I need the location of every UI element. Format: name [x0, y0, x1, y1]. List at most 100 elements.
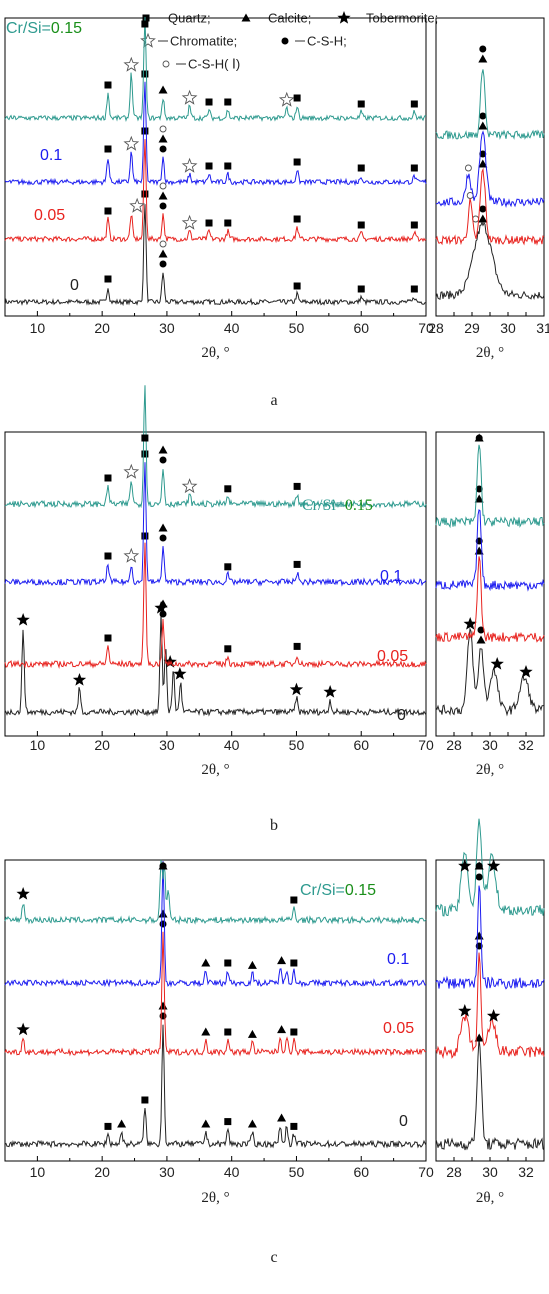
triangle-marker-icon	[158, 249, 168, 258]
star-open-marker-icon	[181, 89, 198, 105]
square-marker-icon	[141, 20, 149, 28]
star-open-marker-icon	[181, 478, 198, 494]
star-marker-icon	[289, 682, 304, 696]
circle-marker-icon	[159, 145, 167, 153]
circle-zoom-marker-icon	[479, 205, 487, 213]
main-axes-frame	[4, 17, 427, 317]
square-marker-icon	[141, 450, 149, 458]
zoom-x-tick-label: 29	[464, 320, 480, 336]
square-marker-icon	[293, 560, 301, 568]
panel-letter: b	[270, 817, 278, 834]
series-2: 0.1	[4, 70, 545, 209]
star-open-marker-icon	[181, 214, 198, 230]
series-4: 0	[4, 601, 545, 724]
circle-zoom-marker-icon	[479, 150, 487, 158]
main-x-tick-label: 70	[418, 320, 434, 336]
square-marker-icon	[290, 1028, 298, 1036]
square-marker-icon	[224, 959, 232, 967]
star-marker-icon	[323, 685, 337, 698]
zoom-series-line	[435, 69, 545, 140]
main-x-tick-label: 70	[418, 737, 434, 753]
series-line	[4, 462, 427, 587]
series-1: Cr/Si=0.15	[4, 16, 545, 140]
circle-open-zoom-marker-icon	[464, 164, 472, 172]
star-open-marker-icon	[278, 91, 295, 107]
triangle-zoom-marker-icon	[478, 214, 488, 223]
series-2: 0.1	[4, 450, 545, 592]
series-4: 0	[4, 1001, 545, 1151]
main-x-tick-label: 30	[159, 320, 175, 336]
square-marker-icon	[293, 94, 301, 102]
square-marker-icon	[205, 162, 213, 170]
zoom-x-tick-label: 31	[536, 320, 549, 336]
series-label: Cr/Si=0.15	[6, 20, 82, 37]
square-marker-icon	[293, 282, 301, 290]
series-label: 0.05	[34, 207, 65, 224]
square-marker-icon	[205, 98, 213, 106]
square-marker-icon	[357, 221, 365, 229]
star-open-marker-icon	[123, 463, 140, 479]
square-marker-icon	[141, 434, 149, 442]
main-x-tick-label: 50	[289, 320, 305, 336]
legend: Quartz; Calcite; Tobermorite;Chromatite; C-…	[140, 11, 438, 72]
series-3: 0.05	[4, 532, 545, 669]
series-line	[4, 385, 427, 509]
triangle-zoom-marker-icon	[474, 494, 484, 503]
square-marker-icon	[104, 275, 112, 283]
zoom-series-line	[435, 221, 545, 301]
zoom-series-line	[435, 444, 545, 529]
square-marker-icon	[410, 100, 418, 108]
triangle-zoom-marker-icon	[474, 931, 484, 940]
circle-zoom-marker-icon	[479, 112, 487, 120]
star-marker-icon	[163, 655, 177, 668]
circle-zoom-marker-icon	[475, 862, 483, 870]
triangle-marker-icon	[247, 1119, 257, 1128]
star-zoom-marker-icon	[519, 665, 533, 678]
square-marker-icon	[224, 219, 232, 227]
panel-c: 10 20 30 40 50 60 70 28 30 32 2θ, ° 2θ, ° c 0 0.05 0.1 C…	[4, 818, 545, 1266]
zoom-series-line	[435, 167, 545, 246]
circle-marker-icon	[159, 920, 167, 928]
circle-open-zoom-marker-icon	[466, 192, 474, 199]
zoom-axes-frame	[435, 17, 545, 317]
series-line	[4, 204, 427, 307]
circle-open-marker-icon	[159, 240, 167, 248]
triangle-marker-icon	[158, 861, 168, 870]
zoom-series-line	[436, 130, 545, 209]
series-line	[4, 613, 427, 717]
series-label: 0	[399, 1113, 408, 1130]
square-marker-icon	[224, 98, 232, 106]
square-marker-icon	[104, 552, 112, 560]
series-line	[4, 931, 427, 1057]
zoom-x-tick-label: 32	[518, 737, 534, 753]
square-marker-icon	[410, 164, 418, 172]
square-marker-icon	[141, 190, 149, 198]
circle-marker-icon	[159, 202, 167, 210]
square-marker-icon	[224, 1028, 232, 1036]
main-x-tick-label: 30	[159, 1164, 175, 1180]
square-marker-icon	[290, 896, 298, 904]
triangle-marker-icon	[158, 445, 168, 454]
triangle-zoom-marker-icon	[478, 121, 488, 130]
main-x-tick-label: 50	[289, 1164, 305, 1180]
main-x-tick-label: 20	[94, 737, 110, 753]
main-x-tick-label: 60	[353, 320, 369, 336]
main-x-tick-label: 70	[418, 1164, 434, 1180]
series-1: Cr/Si=0.15	[4, 818, 545, 925]
zoom-x-tick-label: 28	[428, 320, 444, 336]
square-marker-icon	[293, 482, 301, 490]
triangle-marker-icon	[158, 1001, 168, 1010]
main-x-tick-label: 20	[94, 320, 110, 336]
triangle-marker-icon	[277, 1113, 287, 1122]
square-marker-icon	[104, 145, 112, 153]
star-zoom-marker-icon	[458, 859, 472, 872]
zoom-series-line	[435, 627, 545, 717]
zoom-x-axis-label: 2θ, °	[476, 1190, 504, 1206]
main-x-axis-label: 2θ, °	[201, 762, 229, 778]
triangle-marker-icon	[201, 1119, 211, 1128]
square-marker-icon	[290, 959, 298, 967]
main-x-tick-label: 10	[30, 1164, 46, 1180]
square-marker-icon	[357, 164, 365, 172]
zoom-x-tick-label: 28	[446, 1164, 462, 1180]
